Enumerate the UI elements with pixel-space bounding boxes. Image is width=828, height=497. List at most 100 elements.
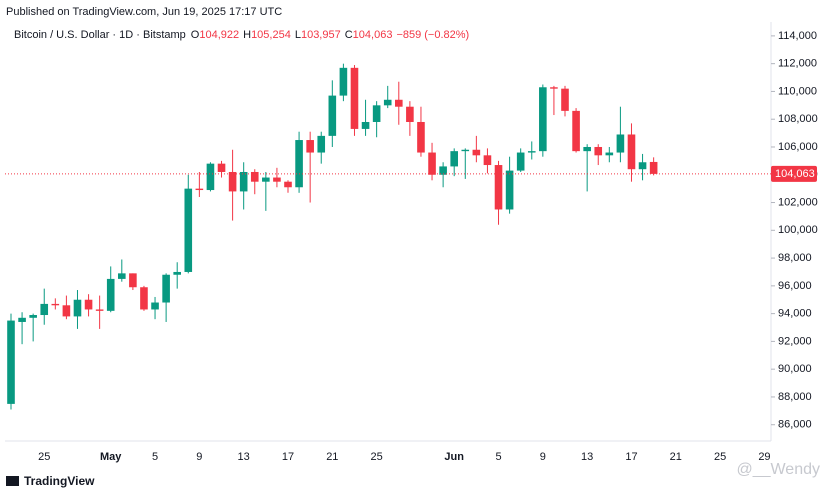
ohlc-key: L <box>295 29 301 41</box>
ohlc-key: H <box>243 29 251 41</box>
candle-body <box>550 87 558 89</box>
y-tick-label: 98,000 <box>778 252 812 264</box>
candle-body <box>151 302 159 310</box>
candle-body <box>505 170 514 210</box>
candle-body <box>217 163 226 172</box>
ohlc-value: 104,922 <box>199 29 239 41</box>
x-tick-label: 17 <box>625 451 637 463</box>
x-tick-label: May <box>100 451 122 463</box>
x-tick-label: 13 <box>238 451 250 463</box>
candle-body <box>350 67 359 129</box>
x-tick-label: 25 <box>38 451 50 463</box>
candle-body <box>7 320 15 404</box>
symbol-legend: Bitcoin / U.S. Dollar · 1D · Bitstamp O10… <box>14 29 469 41</box>
candle-body <box>184 188 193 272</box>
candle-body <box>572 110 580 152</box>
x-tick-label: 13 <box>581 451 593 463</box>
candle-body <box>306 140 314 153</box>
candle-body <box>228 171 237 192</box>
candle-body <box>395 99 403 107</box>
candle-body <box>206 163 215 191</box>
x-tick-label: 17 <box>282 451 294 463</box>
candle-body <box>616 134 625 153</box>
x-tick-label: 21 <box>670 451 682 463</box>
candle-body <box>106 278 115 311</box>
candle-body <box>583 146 591 152</box>
y-tick-label: 102,000 <box>778 196 818 208</box>
candle-body <box>383 99 392 106</box>
candle-body <box>483 155 492 166</box>
y-tick-label: 100,000 <box>778 224 818 236</box>
ohlc-key: O <box>191 29 200 41</box>
y-tick-label: 114,000 <box>778 30 817 42</box>
y-tick-label: 88,000 <box>778 391 812 403</box>
x-tick-label: 25 <box>371 451 383 463</box>
candle-body <box>84 299 93 310</box>
last-price-tag <box>771 165 817 182</box>
candle-body <box>539 87 547 152</box>
candle-body <box>29 315 37 318</box>
candle-body <box>450 151 458 167</box>
candle-body <box>428 152 436 175</box>
y-tick-label: 96,000 <box>778 280 812 292</box>
candle-body <box>516 152 525 171</box>
ohlc-value: 104,063 <box>353 29 393 41</box>
candle-body <box>605 152 614 156</box>
candle-body <box>173 271 181 275</box>
symbol-name: Bitcoin / U.S. Dollar · 1D · Bitstamp <box>14 29 186 41</box>
candle-body <box>239 171 248 192</box>
candle-body <box>162 274 170 303</box>
x-tick-label: 5 <box>152 451 158 463</box>
x-tick-label: 25 <box>714 451 726 463</box>
candle-body <box>195 188 204 191</box>
candle-body <box>339 67 348 96</box>
candle-body <box>284 181 292 188</box>
candle-body <box>40 303 49 316</box>
candle-body <box>95 309 104 311</box>
brand-logo: TradingView <box>6 474 95 488</box>
x-tick-label: 5 <box>495 451 501 463</box>
candle-body <box>472 149 481 156</box>
candle-body <box>73 299 82 317</box>
published-note: Published on TradingView.com, Jun 19, 20… <box>6 6 282 18</box>
x-tick-label: 21 <box>326 451 338 463</box>
candle-body <box>649 161 658 174</box>
candle-body <box>527 151 536 153</box>
y-tick-label: 112,000 <box>778 58 817 70</box>
y-tick-label: 108,000 <box>778 113 818 125</box>
candle-body <box>561 88 569 111</box>
brand-name: TradingView <box>24 474 95 488</box>
ohlc-key: C <box>345 29 353 41</box>
last-price-label: 104,063 <box>775 168 815 180</box>
candle-body <box>594 146 603 156</box>
candle-body <box>328 95 337 136</box>
candle-body <box>417 121 425 153</box>
candle-body <box>18 317 26 322</box>
candle-body <box>129 273 137 288</box>
candle-body <box>638 162 647 170</box>
candle-body <box>140 287 148 310</box>
y-tick-label: 94,000 <box>778 308 812 320</box>
y-tick-label: 86,000 <box>778 419 812 431</box>
candle-body <box>118 273 126 279</box>
candle-body <box>250 171 259 182</box>
y-tick-label: 110,000 <box>778 85 817 97</box>
candle-body <box>62 305 71 317</box>
ohlc-value: 105,254 <box>251 29 291 41</box>
y-tick-label: 106,000 <box>778 141 818 153</box>
candle-body <box>295 140 303 188</box>
y-tick-label: 90,000 <box>778 363 812 375</box>
x-tick-label: 29 <box>758 451 770 463</box>
x-tick-label: 9 <box>540 451 546 463</box>
candle-body <box>406 106 414 122</box>
ohlc-value: 103,957 <box>301 29 341 41</box>
candle-body <box>51 303 60 306</box>
x-tick-label: 9 <box>196 451 202 463</box>
candle-body <box>317 135 326 153</box>
candle-body <box>262 177 270 182</box>
price-change: −859 (−0.82%) <box>396 29 469 41</box>
y-tick-label: 92,000 <box>778 335 812 347</box>
candle-body <box>273 177 281 182</box>
